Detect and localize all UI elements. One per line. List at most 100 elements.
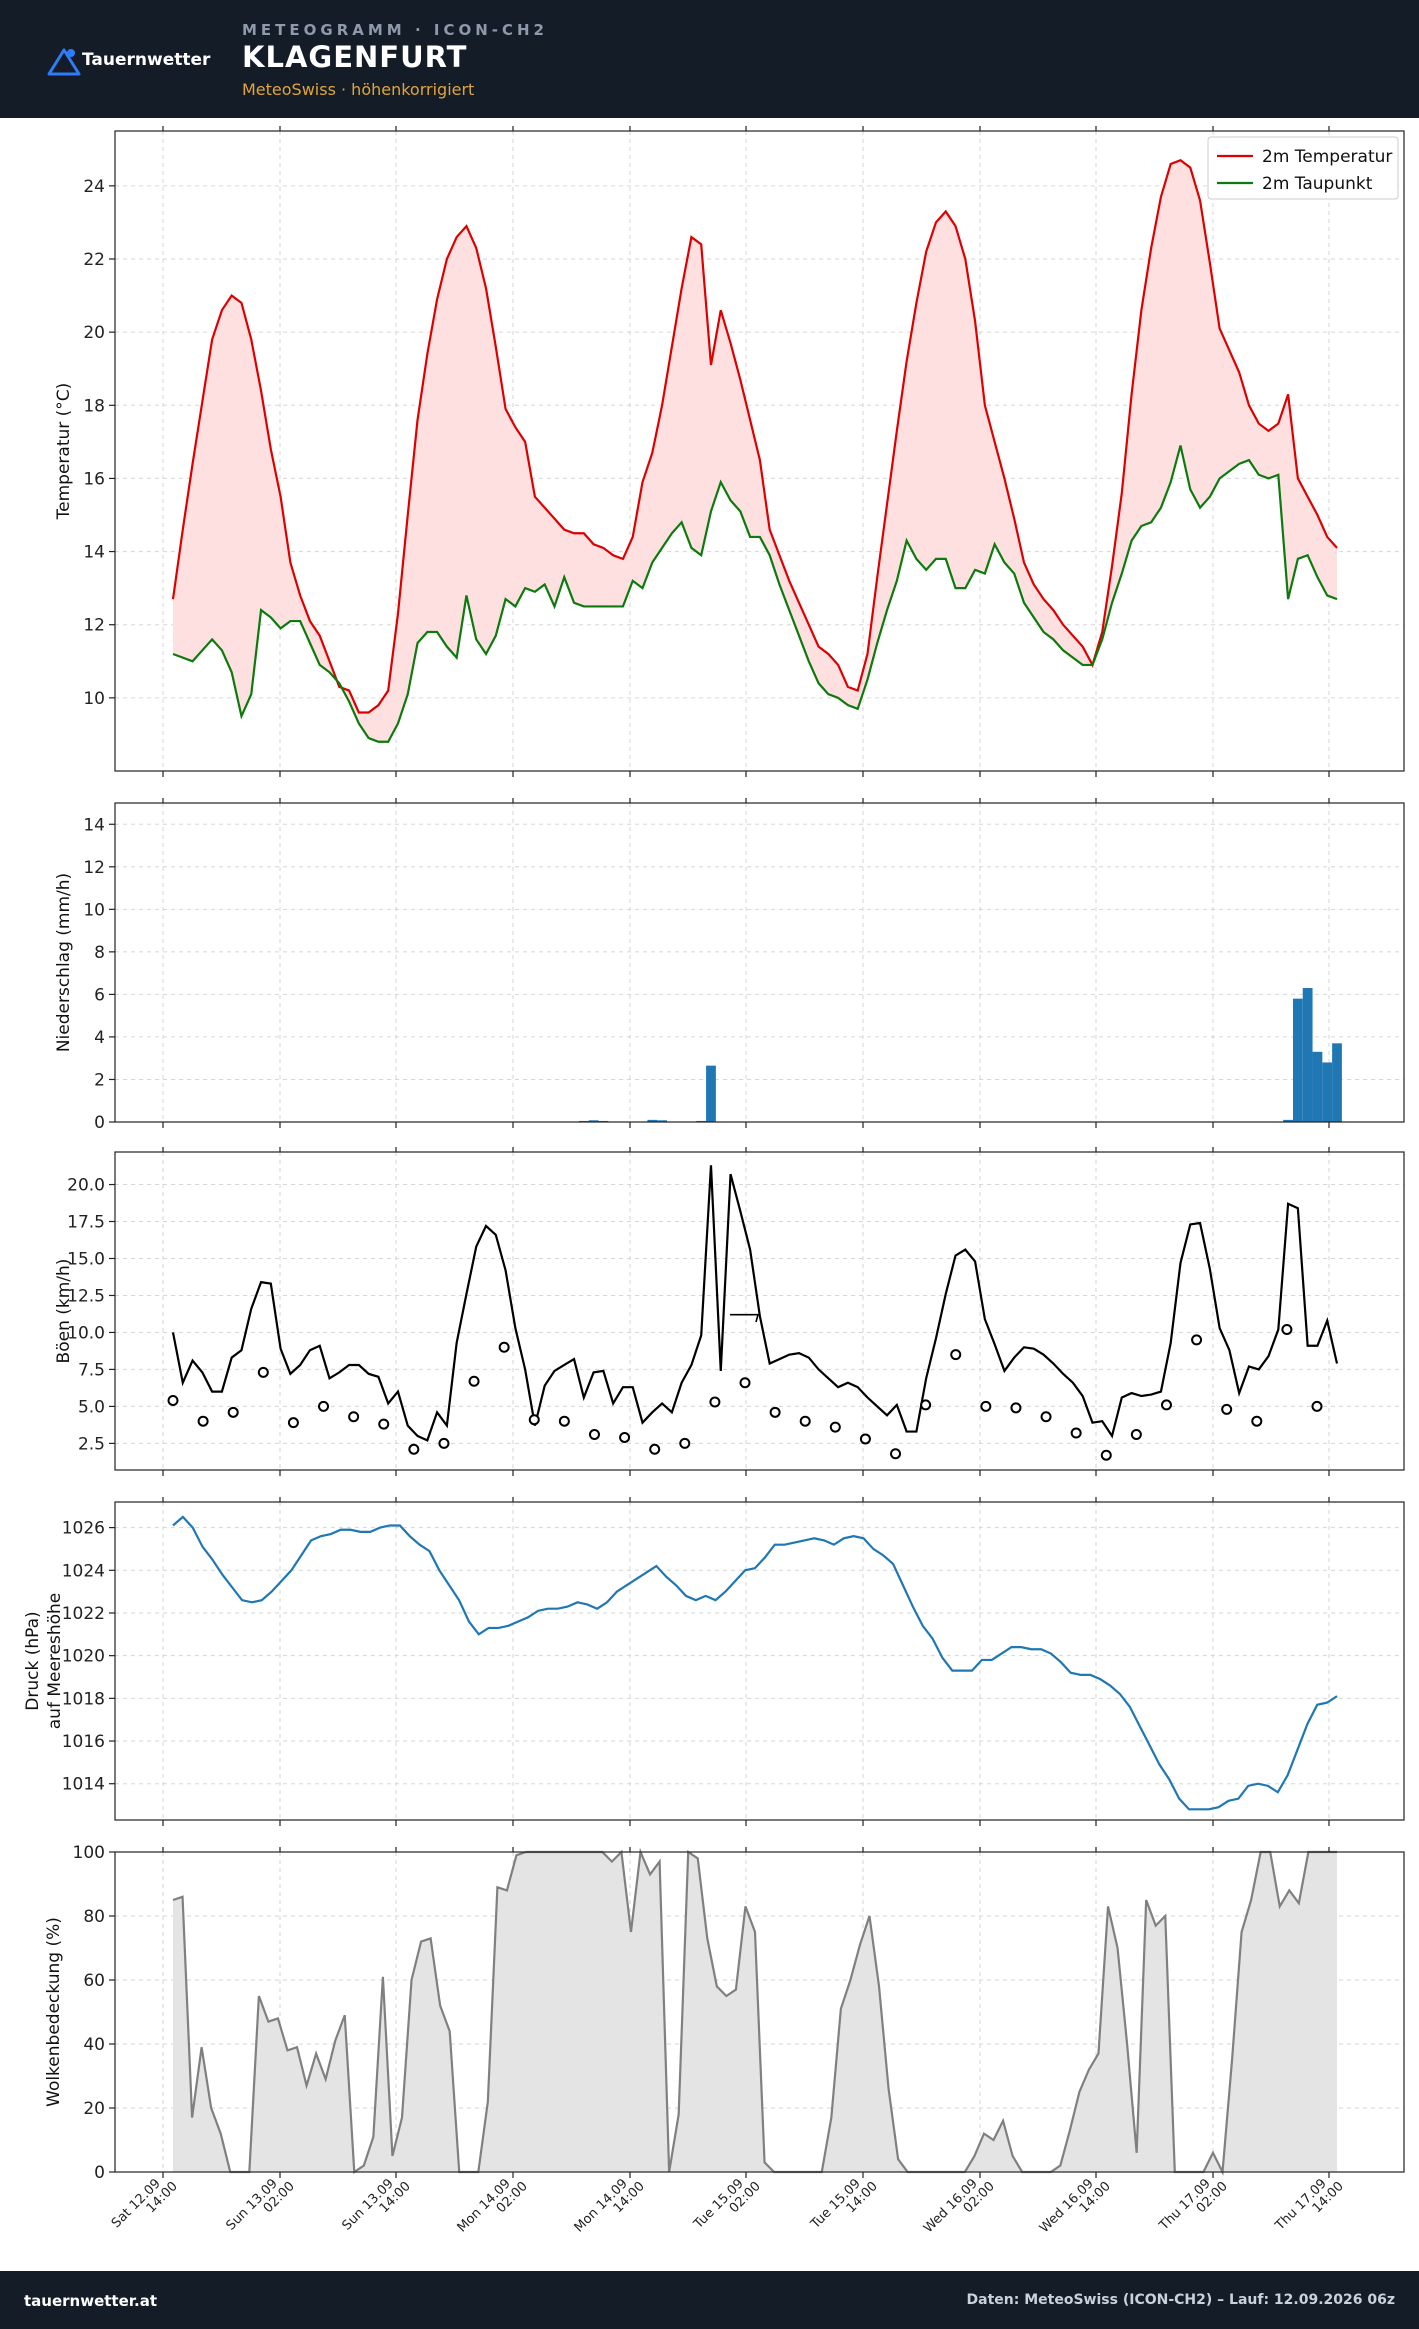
mountain-logo-icon [47,48,81,76]
wind-mean-marker [739,1377,751,1389]
y-tick-label: 1022 [62,1604,105,1624]
y-axis-label: Böen (km/h) [54,1259,74,1364]
y-tick-label: 10.0 [67,1323,105,1343]
y-axis-label: Wolkenbedeckung (%) [44,1917,64,2107]
wind-mean-marker [408,1443,420,1455]
wind-mean-marker [1040,1411,1052,1423]
cloud-line [172,1847,1337,2177]
wind-mean-marker [1070,1427,1082,1439]
precip-bar [1322,1062,1333,1122]
wind-mean-marker [588,1429,600,1441]
y-tick-label: 1018 [62,1689,105,1709]
precip-bar [588,1120,599,1122]
footer-site-link[interactable]: tauernwetter.at [24,2292,158,2310]
wind-mean-marker [980,1400,992,1412]
wind-mean-marker [348,1411,360,1423]
y-tick-label: 14 [83,543,105,563]
wind-mean-marker [769,1406,781,1418]
wind-mean-marker [1130,1429,1142,1441]
wind-mean-marker [378,1418,390,1430]
wind-barb-icon [730,1313,760,1323]
wind-mean-marker [257,1366,269,1378]
y-axis-label: Temperatur (°C) [54,383,74,521]
y-tick-label: 1016 [62,1732,105,1752]
y-tick-label: 2 [94,1070,105,1090]
wind-mean-marker [1191,1334,1203,1346]
y-tick-label: 14 [83,815,105,835]
panel-frame [114,802,1405,1123]
wind-mean-marker [829,1421,841,1433]
y-tick-label: 0 [94,2163,105,2183]
y-tick-label: 60 [83,1971,105,1991]
header-bar: Tauernwetter METEOGRAMM · ICON-CH2 KLAGE… [0,0,1419,118]
brand-name[interactable]: Tauernwetter [82,50,211,70]
y-tick-label: 6 [94,985,105,1005]
wind-mean-marker [1010,1402,1022,1414]
wind-mean-marker [1251,1415,1263,1427]
y-tick-label: 40 [83,2035,105,2055]
y-tick-label: 17.5 [67,1213,105,1233]
dewpoint-line [172,445,1338,743]
precip-bar [1302,988,1313,1122]
y-tick-label: 20 [83,2099,105,2119]
y-tick-label: 5.0 [78,1397,105,1417]
wind-mean-marker [528,1414,540,1426]
precip-bar [657,1120,667,1122]
panel-pressure: 1014 1016 1018 1020 1022 1024 1026 Druck (hPa) a… [23,1497,1405,1826]
wind-mean-marker [859,1433,871,1445]
y-tick-label: 1014 [62,1775,105,1795]
wind-mean-marker [1311,1400,1323,1412]
wind-mean-marker [558,1415,570,1427]
y-tick-label: 16 [83,469,105,489]
y-tick-label: 10 [83,689,105,709]
y-tick-label: 8 [94,943,105,963]
header-subtitle: MeteoSwiss · höhenkorrigiert [242,80,475,99]
panel-wind: 2.5 5.0 7.5 10.0 12.5 15.0 17.5 20.0 Böen (km/h) [54,1147,1405,1476]
panel-clouds: 0 20 40 60 80 100 Wolkenbedeckung (%) [44,1843,1405,2183]
wind-mean-marker [197,1415,209,1427]
y-axis-label: Niederschlag (mm/h) [54,873,74,1052]
y-axis-label: auf Meereshöhe [45,1593,65,1730]
panel-frame [114,1151,1405,1471]
temp-dewpoint-fill [173,160,1337,742]
chart-legend: 2m Temperatur 2m Taupunkt [1207,136,1399,200]
y-tick-label: 100 [73,1843,105,1863]
y-tick-label: 20.0 [67,1176,105,1196]
precip-bar [1292,998,1303,1122]
wind-mean-marker [679,1437,691,1449]
wind-mean-marker [1160,1399,1172,1411]
temperature-line [171,159,1338,714]
precip-bar [1283,1119,1293,1122]
wind-mean-marker [649,1443,661,1455]
y-tick-label: 80 [83,1907,105,1927]
wind-mean-marker [318,1400,330,1412]
precip-bar [1332,1043,1342,1122]
footer-bar: tauernwetter.at Daten: MeteoSwiss (ICON-… [0,2271,1419,2329]
wind-mean-marker [950,1349,962,1361]
y-tick-label: 24 [83,177,105,197]
panel-frame [114,1501,1405,1821]
y-tick-label: 1024 [62,1561,105,1581]
y-tick-label: 22 [83,250,105,270]
wind-mean-marker [890,1448,902,1460]
wind-mean-marker [227,1406,239,1418]
panel-frame [114,1851,1405,2173]
wind-mean-marker [920,1399,932,1411]
cloud-area-fill [173,1852,1337,2172]
legend-label: 2m Temperatur [1262,147,1392,167]
y-tick-label: 10 [83,900,105,920]
precip-bar [1312,1051,1323,1122]
wind-mean-marker [619,1431,631,1443]
wind-mean-marker [799,1415,811,1427]
precip-bar [647,1119,658,1122]
y-tick-label: 1026 [62,1519,105,1539]
